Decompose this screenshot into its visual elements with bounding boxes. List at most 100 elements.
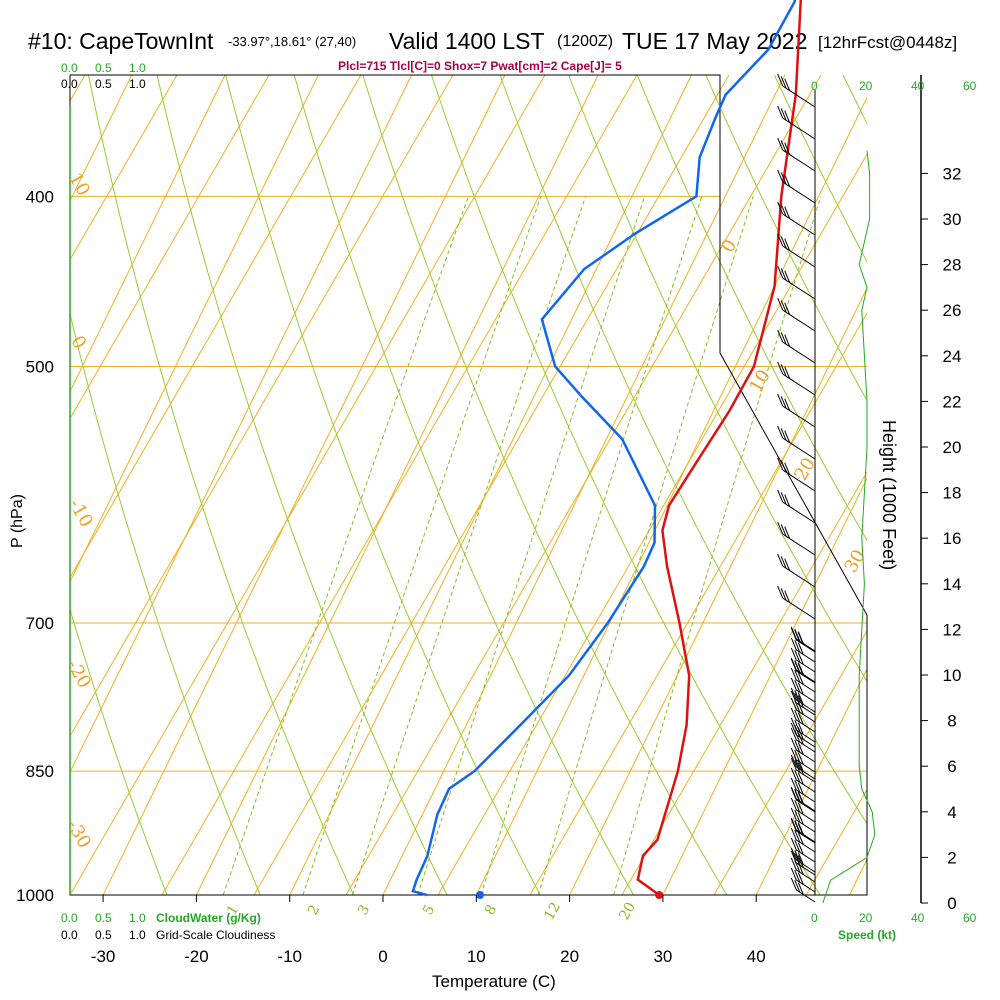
dry-adiabat-line [293, 75, 634, 895]
wind-barb-feather [780, 332, 787, 345]
wind-barb-feather [794, 810, 801, 823]
temperature-profile-line [636, 0, 803, 897]
wind-barb-feather [797, 762, 804, 775]
dry-adiabat-line [430, 75, 821, 895]
mixing-ratio-label: 5 [420, 902, 438, 918]
x-axis-title: Temperature (C) [432, 972, 556, 991]
dry-adiabat-line [926, 0, 1000, 895]
wind-barb-feather [797, 772, 804, 785]
isotherm-line [70, 75, 454, 738]
speed-axis-title: Speed (kt) [838, 928, 896, 942]
wind-barb-feather [784, 462, 791, 475]
wind-barb-feather [790, 687, 797, 701]
wind-barb-feather [794, 720, 801, 733]
dewpoint-profile-line [411, 0, 796, 897]
wind-barb-feather [794, 780, 801, 793]
wind-barb-feather [784, 558, 791, 571]
dry-adiabat-line [773, 75, 867, 263]
wind-barb-feather [794, 830, 801, 843]
wind-barb-feather [780, 396, 787, 409]
wind-barb [782, 309, 816, 332]
isotherm-line [102, 75, 506, 895]
x-tick-label: 10 [467, 947, 486, 966]
wind-barb-feather [797, 692, 804, 705]
mixing-ratio-label: 8 [482, 902, 500, 918]
wind-barb-feather [794, 840, 801, 853]
y-tick-label: 1000 [16, 886, 54, 905]
height-tick-label: 14 [943, 575, 962, 594]
wind-barb-feather [790, 827, 797, 841]
wind-barb-feather [777, 585, 784, 599]
wind-barb-feather [784, 302, 791, 315]
dry-adiabat-line [568, 75, 867, 683]
wind-barb-feather [777, 361, 784, 375]
isotherm-line [475, 96, 867, 895]
mixing-ratio-label: 20 [616, 900, 639, 923]
cl-tick-bottom: 0.5 [95, 928, 112, 942]
height-tick-label: 12 [943, 620, 962, 639]
height-tick-label: 32 [943, 164, 962, 183]
wind-barb-feather [797, 722, 804, 735]
isotherm-label: -20 [62, 656, 95, 692]
cw-tick-top: 0.5 [95, 61, 112, 75]
isotherm-line [70, 75, 133, 202]
isotherm-label: -30 [62, 816, 95, 852]
wind-barb-feather [777, 425, 784, 439]
wind-barb-feather [777, 201, 784, 215]
wind-barb-feather [780, 76, 787, 89]
wind-barbs [777, 73, 816, 903]
wind-barb-feather [797, 855, 804, 868]
wind-barb-feather [780, 172, 787, 185]
height-tick-label: 18 [943, 484, 962, 503]
wind-barb-feather [784, 526, 791, 539]
wind-barb-feather [790, 747, 797, 761]
wind-barb-feather [790, 737, 797, 751]
cl-tick-top: 0.5 [95, 77, 112, 91]
dry-adiabat-line [800, 0, 1000, 895]
top-cloudwater-scale: 0.0 0.5 1.0 0.0 0.5 1.0 [61, 61, 146, 91]
wind-barb-feather [794, 860, 801, 873]
adiabat-lines [70, 0, 1000, 895]
wind-barb-feather [794, 630, 801, 643]
wind-barb-feather [794, 690, 801, 703]
height-tick-label: 16 [943, 529, 962, 548]
wind-speed-profile-line [822, 150, 876, 904]
wind-barb-feather [784, 174, 791, 187]
isotherm-line [70, 75, 546, 895]
wind-barb-feather [790, 707, 797, 721]
height-tick-label: 28 [943, 256, 962, 275]
wind-barb-feather [797, 662, 804, 675]
wind-barb [782, 277, 816, 300]
wind-barb-feather [794, 740, 801, 753]
wind-barb-feather [797, 872, 804, 885]
cw-tick-top: 0.0 [61, 61, 78, 75]
cw-tick-bottom: 1.0 [129, 911, 146, 925]
forecast-info: [12hrFcst@0448z] [818, 33, 957, 52]
wind-barb-feather [797, 812, 804, 825]
dry-adiabat-line [156, 75, 448, 895]
wind-barb-feather [790, 857, 797, 871]
wind-barb-feather [790, 717, 797, 731]
wind-barb [782, 437, 816, 460]
wind-barb-feather [777, 521, 784, 535]
wind-barb-feather [794, 660, 801, 673]
isobar-lines [70, 195, 867, 896]
wind-barb-feather [777, 265, 784, 279]
wind-barb-feather [777, 297, 784, 311]
y-tick-label: 700 [26, 614, 54, 633]
isotherm-line [382, 75, 786, 895]
y-tick-label: 500 [26, 357, 54, 376]
wind-barb-feather [797, 782, 804, 795]
wind-barb-feather [790, 647, 797, 661]
dry-adiabat-line [225, 75, 541, 895]
y-tick-label: 850 [26, 762, 54, 781]
isotherm-label: 30 [840, 546, 870, 576]
height-tick-label: 0 [947, 894, 956, 913]
y-axis-ticks: 2503004005007008501000 [16, 187, 54, 905]
wind-barb-feather [797, 682, 804, 695]
wind-barb [782, 597, 816, 620]
speed-scale-bottom: 0 20 40 60 Speed (kt) [811, 911, 977, 942]
dry-adiabat-line [362, 75, 728, 895]
dry-adiabat-line [636, 75, 867, 542]
